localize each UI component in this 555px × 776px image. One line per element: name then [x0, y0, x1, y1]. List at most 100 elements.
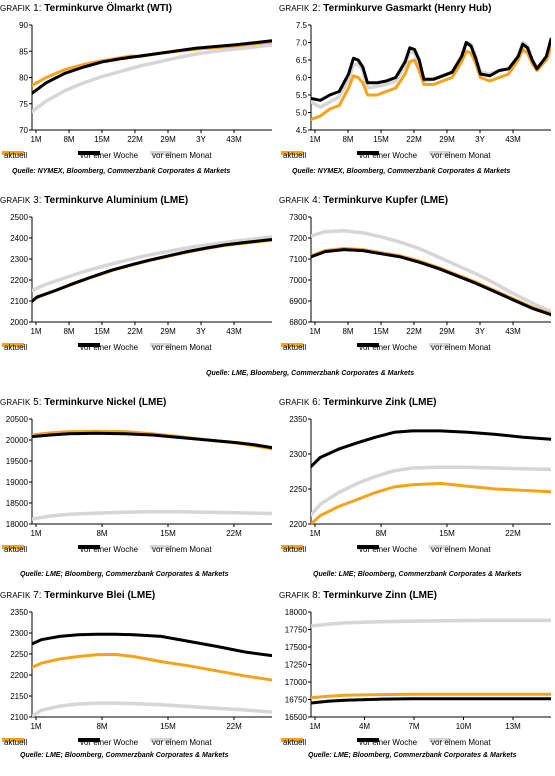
- x-tick-label: 22M: [127, 327, 143, 336]
- series-line-vor-einer-Woche: [32, 431, 272, 450]
- legend-label: vor einer Woche: [80, 343, 139, 352]
- chart-title-number: 1:: [33, 3, 42, 14]
- chart-svg-4: 6800 6900 7000 7100 7200 7300 1M 8M 15M 22M 29M 3Y 4…: [281, 213, 551, 352]
- chart-title-number: 3:: [33, 195, 42, 206]
- chart-title-1: Grafik 1: Terminkurve Ölmarkt (WTI): [0, 3, 172, 14]
- y-tick-label: 7200: [289, 234, 307, 243]
- y-tick-label: 6800: [289, 318, 307, 327]
- x-tick-label: 43M: [226, 327, 242, 336]
- x-tick-label: 29M: [160, 327, 176, 336]
- y-tick-label: 80: [19, 74, 28, 83]
- x-tick-label: 1M: [309, 722, 320, 731]
- y-tick-label: 17750: [285, 626, 308, 635]
- x-tick-label: 15M: [373, 135, 389, 144]
- x-tick-label: 43M: [505, 327, 521, 336]
- x-tick-label: 22M: [226, 722, 242, 731]
- x-tick-label: 3Y: [196, 327, 206, 336]
- y-tick-label: 6900: [289, 297, 307, 306]
- x-tick-label: 29M: [439, 327, 455, 336]
- y-tick-label: 75: [19, 100, 28, 109]
- y-tick-label: 5.5: [296, 91, 308, 100]
- series-line-aktuell: [311, 481, 551, 524]
- x-tick-label: 8M: [63, 327, 74, 336]
- legend-label: aktuell: [4, 343, 27, 352]
- chart-title-6: Grafik 6: Terminkurve Zink (LME): [279, 397, 436, 408]
- chart-title-5: Grafik 5: Terminkurve Nickel (LME): [0, 397, 166, 408]
- chart-title-number: 7:: [33, 590, 42, 601]
- y-tick-label: 2100: [10, 713, 28, 722]
- chart-title-prefix: Grafik: [0, 4, 31, 13]
- chart-title-prefix: Grafik: [279, 196, 310, 205]
- chart-panel-3: Grafik 3: Terminkurve Aluminium (LME) 20…: [0, 195, 272, 381]
- chart-panel-5: Grafik 5: Terminkurve Nickel (LME) 18000…: [0, 397, 272, 583]
- chart-title-prefix: Grafik: [0, 398, 31, 407]
- chart-title-4: Grafik 4: Terminkurve Kupfer (LME): [279, 195, 448, 206]
- legend-label: vor einer Woche: [359, 738, 418, 747]
- x-tick-label: 43M: [505, 135, 521, 144]
- series-line-aktuell: [32, 238, 272, 302]
- chart-title-number: 8:: [312, 590, 321, 601]
- y-tick-label: 2400: [10, 234, 28, 243]
- series-line-vor-einem-Monat: [32, 43, 272, 114]
- series-line-vor-einer-Woche: [311, 37, 551, 102]
- source-note-row1-left: Quelle: NYMEX, Bloomberg, Commerzbank Co…: [12, 168, 231, 175]
- x-tick-label: 3Y: [475, 327, 485, 336]
- y-tick-label: 85: [19, 47, 28, 56]
- y-tick-label: 19000: [6, 478, 29, 487]
- x-tick-label: 22M: [226, 529, 242, 538]
- series-line-aktuell: [311, 247, 551, 316]
- series-line-vor-einer-Woche: [311, 697, 551, 705]
- chart-title-number: 2:: [312, 3, 321, 14]
- y-tick-label: 2250: [289, 485, 307, 494]
- y-tick-label: 5.0: [296, 109, 308, 118]
- y-tick-label: 2100: [10, 297, 28, 306]
- x-tick-label: 1M: [30, 327, 41, 336]
- chart-svg-7: 2100 2150 2200 2250 2300 2350 1M 8M 15M 22M aktuel…: [2, 608, 272, 747]
- series-line-vor-einer-Woche: [311, 429, 551, 469]
- x-tick-label: 8M: [375, 529, 386, 538]
- y-tick-label: 2250: [10, 650, 28, 659]
- chart-title-8: Grafik 8: Terminkurve Zinn (LME): [279, 590, 437, 601]
- series-line-vor-einem-Monat: [32, 235, 272, 293]
- chart-svg-5: 18000 18500 19000 19500 20000 20500 1M 8M 15M 22M…: [2, 415, 272, 554]
- x-tick-label: 22M: [406, 135, 422, 144]
- y-tick-label: 2150: [10, 692, 28, 701]
- x-tick-label: 15M: [373, 327, 389, 336]
- legend-label: vor einer Woche: [359, 545, 418, 554]
- legend-label: vor einem Monat: [431, 343, 491, 352]
- series-line-aktuell: [32, 652, 272, 682]
- chart-title-text: Terminkurve Zinn (LME): [323, 590, 438, 601]
- x-tick-label: 15M: [439, 529, 455, 538]
- series-line-vor-einer-Woche: [32, 39, 272, 95]
- y-tick-label: 17500: [285, 643, 308, 652]
- y-tick-label: 2000: [10, 318, 28, 327]
- x-tick-label: 1M: [309, 529, 320, 538]
- chart-title-prefix: Grafik: [279, 398, 310, 407]
- legend-label: vor einem Monat: [152, 738, 212, 747]
- y-tick-label: 20500: [6, 415, 29, 424]
- y-tick-label: 2350: [289, 415, 307, 424]
- y-tick-label: 7300: [289, 213, 307, 222]
- legend-label: aktuell: [4, 151, 27, 160]
- x-tick-label: 15M: [94, 327, 110, 336]
- y-tick-label: 18500: [6, 499, 29, 508]
- series-line-vor-einer-Woche: [32, 632, 272, 658]
- source-note-row4-right: Quelle: LME; Bloomberg, Commerzbank Corp…: [308, 752, 517, 759]
- chart-title-text: Terminkurve Gasmarkt (Henry Hub): [323, 3, 492, 14]
- x-tick-label: 3Y: [196, 135, 206, 144]
- chart-panel-7: Grafik 7: Terminkurve Blei (LME) 2100 215…: [0, 590, 272, 776]
- chart-panel-1: Grafik 1: Terminkurve Ölmarkt (WTI) 70 75…: [0, 3, 272, 189]
- chart-panel-4: Grafik 4: Terminkurve Kupfer (LME) 6800 6…: [279, 195, 551, 381]
- chart-title-text: Terminkurve Nickel (LME): [44, 397, 167, 408]
- legend-label: vor einem Monat: [431, 738, 491, 747]
- x-tick-label: 29M: [439, 135, 455, 144]
- y-tick-label: 70: [19, 126, 28, 135]
- source-note-row2: Quelle: LME, Bloomberg, Commerzbank Corp…: [206, 370, 415, 377]
- legend-label: vor einer Woche: [359, 151, 418, 160]
- legend-label: vor einer Woche: [359, 343, 418, 352]
- x-tick-label: 29M: [160, 135, 176, 144]
- y-tick-label: 6.5: [296, 56, 308, 65]
- chart-title-text: Terminkurve Kupfer (LME): [323, 195, 449, 206]
- y-tick-label: 17000: [285, 678, 308, 687]
- series-line-vor-einem-Monat: [32, 701, 272, 717]
